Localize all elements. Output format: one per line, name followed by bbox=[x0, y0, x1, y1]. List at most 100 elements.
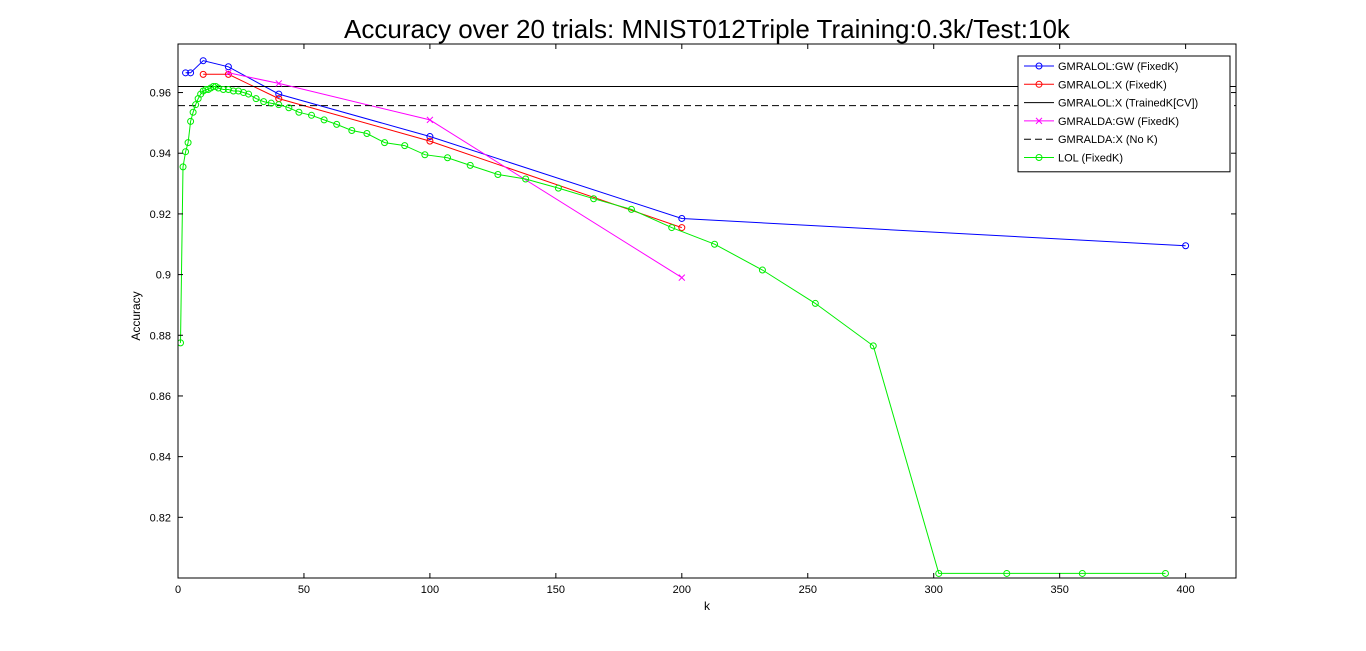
y-tick-label: 0.96 bbox=[150, 88, 171, 100]
x-tick-label: 200 bbox=[673, 584, 691, 596]
legend-item: GMRALDA:X (No K) bbox=[1024, 134, 1158, 146]
data-point bbox=[199, 70, 207, 78]
data-point bbox=[1182, 242, 1190, 250]
data-point bbox=[245, 90, 253, 98]
data-point bbox=[1078, 569, 1086, 577]
data-point bbox=[252, 95, 260, 103]
series-line bbox=[180, 86, 1166, 574]
x-tick-label: 250 bbox=[799, 584, 817, 596]
data-point bbox=[869, 342, 877, 350]
chart-title: Accuracy over 20 trials: MNIST012Triple … bbox=[344, 14, 1071, 44]
data-point bbox=[320, 116, 328, 124]
legend-label: LOL (FixedK) bbox=[1058, 153, 1123, 165]
data-point bbox=[426, 137, 434, 145]
data-point bbox=[668, 224, 676, 232]
x-axis-label: k bbox=[704, 599, 711, 613]
data-point bbox=[229, 87, 237, 95]
y-tick-label: 0.86 bbox=[150, 391, 171, 403]
data-point bbox=[182, 69, 190, 77]
legend-label: GMRALOL:X (TrainedK[CV]) bbox=[1058, 98, 1198, 110]
data-point bbox=[426, 116, 434, 124]
data-point bbox=[209, 82, 217, 90]
legend-marker bbox=[1035, 80, 1043, 88]
y-tick-label: 0.88 bbox=[150, 330, 171, 342]
data-point bbox=[711, 240, 719, 248]
data-point bbox=[935, 569, 943, 577]
data-point bbox=[239, 89, 247, 97]
data-point bbox=[426, 133, 434, 141]
data-point bbox=[554, 184, 562, 192]
data-point bbox=[182, 148, 190, 156]
legend-item: GMRALDA:GW (FixedK) bbox=[1024, 116, 1179, 128]
legend: GMRALOL:GW (FixedK) GMRALOL:X (FixedK) GMR… bbox=[1017, 55, 1231, 173]
data-point bbox=[260, 98, 268, 106]
data-point bbox=[758, 266, 766, 274]
data-point bbox=[401, 142, 409, 150]
x-tick-label: 0 bbox=[175, 584, 181, 596]
series-5 bbox=[178, 82, 1169, 577]
data-point bbox=[275, 80, 283, 87]
x-tick-label: 350 bbox=[1050, 584, 1068, 596]
data-point bbox=[225, 69, 232, 77]
y-axis-label: Accuracy bbox=[129, 291, 143, 340]
data-point bbox=[348, 126, 356, 134]
data-point bbox=[466, 161, 474, 169]
series-line bbox=[203, 73, 682, 229]
x-tick-label: 400 bbox=[1176, 584, 1194, 596]
x-tick-label: 150 bbox=[547, 584, 565, 596]
x-tick-label: 100 bbox=[421, 584, 439, 596]
series-line bbox=[228, 72, 683, 279]
data-point bbox=[627, 205, 635, 213]
data-point bbox=[678, 224, 686, 232]
series-0 bbox=[182, 57, 1190, 250]
data-point bbox=[522, 175, 530, 183]
data-point bbox=[275, 101, 283, 109]
legend-box bbox=[1017, 55, 1231, 173]
y-tick-label: 0.94 bbox=[150, 148, 171, 160]
data-point bbox=[179, 163, 187, 171]
data-point bbox=[202, 86, 210, 94]
y-tick-label: 0.84 bbox=[150, 452, 171, 464]
data-point bbox=[187, 117, 195, 125]
data-point bbox=[811, 299, 819, 307]
legend-marker bbox=[1035, 154, 1043, 161]
legend-item: GMRALOL:X (TrainedK[CV]) bbox=[1024, 98, 1198, 110]
series-1 bbox=[199, 70, 686, 232]
legend-label: GMRALDA:X (No K) bbox=[1058, 134, 1158, 146]
data-point bbox=[308, 111, 316, 119]
legend-label: GMRALDA:GW (FixedK) bbox=[1058, 116, 1179, 128]
data-point bbox=[224, 63, 232, 71]
data-point bbox=[184, 139, 192, 147]
data-point bbox=[381, 139, 389, 147]
x-tick-label: 50 bbox=[298, 584, 310, 596]
data-point bbox=[1161, 569, 1169, 577]
data-point bbox=[678, 214, 686, 222]
legend-item: GMRALOL:X (FixedK) bbox=[1024, 79, 1167, 91]
legend-marker bbox=[1035, 117, 1043, 125]
x-tick-label: 300 bbox=[925, 584, 943, 596]
data-point bbox=[267, 99, 275, 107]
data-point bbox=[678, 274, 686, 281]
axes: 0 50 100 150 200 250 300 350 400 0.82 0.84 0.86 0.88… bbox=[150, 43, 1237, 596]
series-3 bbox=[225, 69, 686, 281]
data-point bbox=[178, 339, 185, 347]
legend-label: GMRALOL:X (FixedK) bbox=[1058, 79, 1167, 91]
y-tick-label: 0.92 bbox=[150, 209, 171, 221]
data-point bbox=[214, 84, 222, 92]
data-point bbox=[1003, 569, 1011, 577]
legend-item: GMRALOL:GW (FixedK) bbox=[1024, 61, 1178, 73]
data-point bbox=[363, 130, 371, 138]
data-point bbox=[224, 70, 232, 78]
data-point bbox=[187, 69, 195, 77]
y-tick-label: 0.9 bbox=[156, 270, 171, 282]
legend-label: GMRALOL:GW (FixedK) bbox=[1058, 61, 1178, 73]
legend-marker bbox=[1035, 62, 1043, 70]
data-point bbox=[219, 86, 227, 94]
axes-box bbox=[177, 43, 1237, 579]
data-point bbox=[275, 90, 283, 98]
data-point bbox=[192, 101, 200, 109]
data-point bbox=[590, 195, 598, 203]
legend-item: LOL (FixedK) bbox=[1024, 153, 1123, 165]
data-point bbox=[285, 104, 293, 112]
